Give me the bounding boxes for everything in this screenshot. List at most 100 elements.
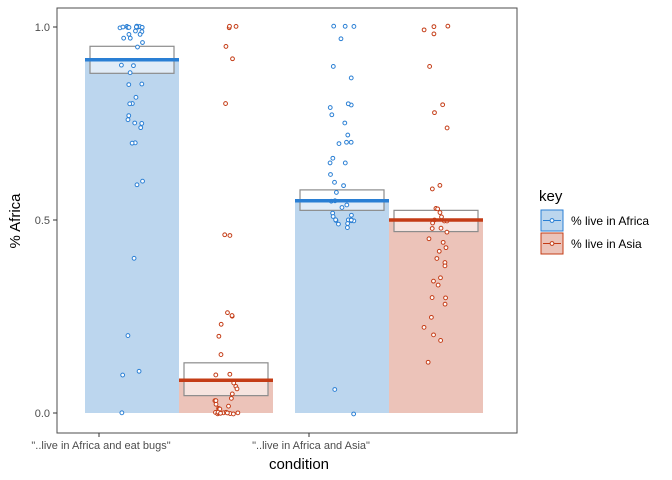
bar <box>389 220 483 413</box>
data-point <box>131 63 136 69</box>
data-point <box>224 410 230 416</box>
data-point <box>133 94 139 100</box>
data-point <box>438 275 443 281</box>
data-point <box>351 411 357 417</box>
data-point <box>119 62 124 68</box>
data-point <box>125 333 131 338</box>
data-point <box>233 23 239 29</box>
y-tick-label: 0.5 <box>35 215 50 227</box>
x-axis-title: condition <box>269 456 329 473</box>
data-point <box>213 401 219 407</box>
data-point <box>328 172 333 177</box>
data-point <box>218 410 223 416</box>
data-point <box>132 120 138 126</box>
data-point <box>338 36 344 42</box>
data-point <box>329 112 335 118</box>
data-point <box>445 23 451 29</box>
data-point <box>348 139 354 145</box>
data-point <box>344 202 350 208</box>
data-point <box>126 25 132 30</box>
data-point <box>134 24 139 30</box>
data-point <box>437 183 443 188</box>
data-point <box>222 232 228 238</box>
data-point <box>345 225 350 230</box>
data-point <box>345 132 351 138</box>
data-point <box>127 35 133 41</box>
x-tick-label: "..live in Africa and Asia" <box>252 440 370 452</box>
data-point <box>425 359 431 365</box>
data-point <box>140 40 145 45</box>
data-point <box>216 333 222 339</box>
data-point <box>429 295 435 300</box>
data-point <box>131 255 137 261</box>
data-point <box>333 217 339 223</box>
data-point <box>439 214 444 220</box>
data-point <box>444 229 450 235</box>
data-point <box>133 28 138 34</box>
data-point <box>440 239 446 245</box>
data-point <box>345 101 351 107</box>
data-point <box>429 226 435 231</box>
data-point <box>421 324 427 330</box>
data-point <box>342 160 348 166</box>
data-point <box>440 102 446 108</box>
data-point <box>229 391 235 397</box>
y-axis-title: % Africa <box>7 193 24 249</box>
bars <box>85 59 483 414</box>
data-point <box>432 110 437 116</box>
data-point <box>120 24 126 30</box>
data-point <box>134 182 140 188</box>
data-point <box>137 31 143 37</box>
data-point <box>227 23 232 29</box>
data-point <box>336 221 341 227</box>
data-point <box>126 113 132 119</box>
data-point <box>139 121 145 126</box>
data-point <box>330 155 336 161</box>
data-point <box>342 23 348 29</box>
axes: 0.0 0.5 1.0 "..live in Africa and eat bugs"… <box>31 22 370 452</box>
data-point <box>341 183 346 189</box>
data-point <box>230 56 235 62</box>
data-point <box>225 310 230 316</box>
data-point <box>218 321 224 327</box>
data-point <box>234 386 240 392</box>
bar <box>85 59 179 414</box>
data-point <box>226 403 231 409</box>
data-point <box>333 190 339 195</box>
data-point <box>138 125 144 131</box>
data-point <box>127 70 133 76</box>
data-point <box>431 31 437 37</box>
data-point <box>431 332 436 338</box>
data-point <box>426 236 432 242</box>
legend-label: % live in Asia <box>571 237 642 251</box>
data-point <box>436 248 442 254</box>
data-point <box>438 338 444 343</box>
data-point <box>330 214 336 219</box>
data-point <box>427 64 433 69</box>
data-point <box>421 27 427 33</box>
data-point <box>119 410 125 416</box>
data-point <box>443 295 448 301</box>
data-point <box>125 117 131 123</box>
bar <box>295 200 389 413</box>
legend-key-point <box>549 241 555 246</box>
data-point <box>235 410 241 416</box>
data-point <box>438 225 444 231</box>
data-point <box>428 314 434 320</box>
data-point <box>126 82 132 87</box>
y-tick-label: 1.0 <box>35 22 50 34</box>
data-point <box>332 387 338 392</box>
data-point <box>434 256 440 261</box>
data-point <box>327 160 333 166</box>
data-point <box>223 44 229 49</box>
legend-label: % live in Africa <box>571 214 649 228</box>
data-point <box>348 75 354 81</box>
data-point <box>431 24 437 30</box>
data-point <box>218 352 224 357</box>
data-point <box>442 301 448 307</box>
data-point <box>351 24 357 29</box>
data-point <box>230 411 236 417</box>
data-point <box>344 139 349 145</box>
legend-title: key <box>539 188 563 205</box>
data-point <box>435 282 441 288</box>
